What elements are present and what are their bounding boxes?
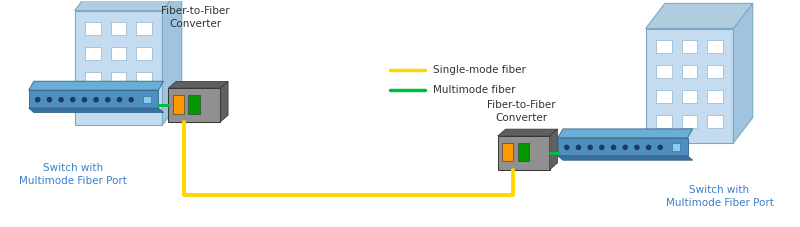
Polygon shape [646,3,753,29]
Bar [110,47,126,60]
Bar [110,72,126,85]
Bar [502,143,514,161]
Bar [682,115,698,128]
Circle shape [623,145,627,149]
Circle shape [106,98,110,102]
Circle shape [82,98,86,102]
Text: Single-mode fiber: Single-mode fiber [433,65,526,75]
Bar [656,40,672,52]
Bar [173,95,184,114]
Circle shape [658,145,662,149]
Circle shape [611,145,616,149]
Bar [136,98,152,110]
Bar [136,22,152,35]
Polygon shape [558,156,693,160]
Polygon shape [498,129,558,136]
Bar [656,65,672,78]
Text: Fiber-to-Fiber
Converter: Fiber-to-Fiber Converter [487,100,556,123]
Bar [74,11,162,125]
Bar [85,72,101,85]
Circle shape [129,98,134,102]
Circle shape [565,145,569,149]
Circle shape [646,145,650,149]
Circle shape [59,98,63,102]
Bar [558,138,687,156]
Polygon shape [29,81,164,90]
Circle shape [634,145,639,149]
Bar [656,115,672,128]
Circle shape [588,145,592,149]
Bar [85,22,101,35]
Bar [188,95,199,114]
Text: Multimode fiber: Multimode fiber [433,85,515,95]
Bar [110,22,126,35]
Circle shape [600,145,604,149]
Circle shape [70,98,75,102]
Bar [498,136,550,170]
Polygon shape [162,0,182,125]
Polygon shape [734,3,753,143]
Bar [136,72,152,85]
Bar [518,143,529,161]
Circle shape [47,98,51,102]
Text: Switch with
Multimode Fiber Port: Switch with Multimode Fiber Port [666,185,774,208]
Bar [682,40,698,52]
Bar [707,65,723,78]
Bar [656,90,672,103]
Polygon shape [29,108,164,113]
Polygon shape [220,81,228,122]
Bar [85,98,101,110]
Polygon shape [558,129,693,138]
Bar [85,47,101,60]
Bar [707,40,723,52]
Bar [29,90,158,108]
Bar [707,115,723,128]
Bar [646,29,734,143]
Polygon shape [550,129,558,170]
Circle shape [36,98,40,102]
Polygon shape [169,81,228,88]
Bar [707,90,723,103]
Circle shape [576,145,581,149]
Bar [143,96,150,103]
Text: Switch with
Multimode Fiber Port: Switch with Multimode Fiber Port [18,163,126,186]
Bar [136,47,152,60]
Bar [682,65,698,78]
Polygon shape [74,0,182,11]
Bar [682,90,698,103]
Bar [169,88,220,122]
Bar [110,98,126,110]
Bar [672,143,680,151]
Circle shape [94,98,98,102]
Text: Fiber-to-Fiber
Converter: Fiber-to-Fiber Converter [161,6,230,29]
Circle shape [118,98,122,102]
